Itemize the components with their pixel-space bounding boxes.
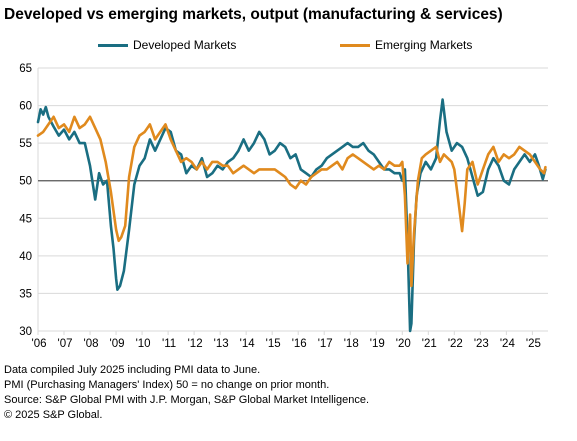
x-tick-label-'07: '07 bbox=[58, 338, 73, 350]
y-tick-label-65: 65 bbox=[19, 63, 32, 75]
chart-notes: Data compiled July 2025 including PMI da… bbox=[4, 363, 369, 423]
x-tick-label-'17: '17 bbox=[318, 338, 333, 350]
legend-emerging-markets: Emerging Markets bbox=[340, 38, 472, 52]
legend-label-emerging: Emerging Markets bbox=[375, 38, 473, 52]
y-tick-label-45: 45 bbox=[19, 213, 32, 225]
series-line-developed-markets bbox=[36, 98, 547, 333]
x-tick-label-'14: '14 bbox=[240, 338, 256, 350]
x-tick-label-'22: '22 bbox=[448, 338, 463, 350]
x-tick-label-'06: '06 bbox=[32, 338, 47, 350]
y-tick-label-40: 40 bbox=[19, 251, 32, 263]
x-tick-label-'08: '08 bbox=[84, 338, 99, 350]
y-tick-label-30: 30 bbox=[19, 326, 32, 338]
x-tick-label-'11: '11 bbox=[162, 338, 176, 350]
x-tick-label-'13: '13 bbox=[214, 338, 229, 350]
x-tick-label-'25: '25 bbox=[526, 338, 541, 350]
x-tick-label-'16: '16 bbox=[292, 338, 307, 350]
series-line-emerging-markets bbox=[36, 115, 547, 288]
x-tick-label-'24: '24 bbox=[500, 338, 516, 350]
y-tick-label-55: 55 bbox=[19, 138, 32, 150]
note-copyright: © 2025 S&P Global. bbox=[4, 409, 103, 421]
note-data-compiled: Data compiled July 2025 including PMI da… bbox=[4, 364, 261, 376]
chart-title: Developed vs emerging markets, output (m… bbox=[4, 6, 503, 23]
y-tick-label-60: 60 bbox=[19, 101, 32, 113]
y-tick-label-50: 50 bbox=[19, 176, 32, 188]
x-tick-label-'15: '15 bbox=[266, 338, 281, 350]
legend-swatch-developed bbox=[98, 43, 128, 47]
x-tick-label-'10: '10 bbox=[136, 338, 151, 350]
x-tick-label-'09: '09 bbox=[110, 338, 125, 350]
legend-swatch-emerging bbox=[340, 43, 370, 47]
x-tick-label-'19: '19 bbox=[370, 338, 385, 350]
note-pmi-definition: PMI (Purchasing Managers' Index) 50 = no… bbox=[4, 379, 330, 391]
y-tick-label-35: 35 bbox=[19, 288, 32, 300]
x-tick-label-'12: '12 bbox=[188, 338, 203, 350]
x-tick-label-'21: '21 bbox=[422, 338, 437, 350]
legend-developed-markets: Developed Markets bbox=[98, 38, 236, 52]
x-tick-label-'20: '20 bbox=[396, 338, 411, 350]
x-tick-label-'18: '18 bbox=[344, 338, 359, 350]
legend-label-developed: Developed Markets bbox=[133, 38, 237, 52]
x-tick-label-'23: '23 bbox=[474, 338, 489, 350]
note-source: Source: S&P Global PMI with J.P. Morgan,… bbox=[4, 394, 370, 406]
line-chart: 30 35 40 45 50 55 60 65 '06 '07 '08 '09 '10 '11 '12 '13… bbox=[19, 63, 548, 350]
